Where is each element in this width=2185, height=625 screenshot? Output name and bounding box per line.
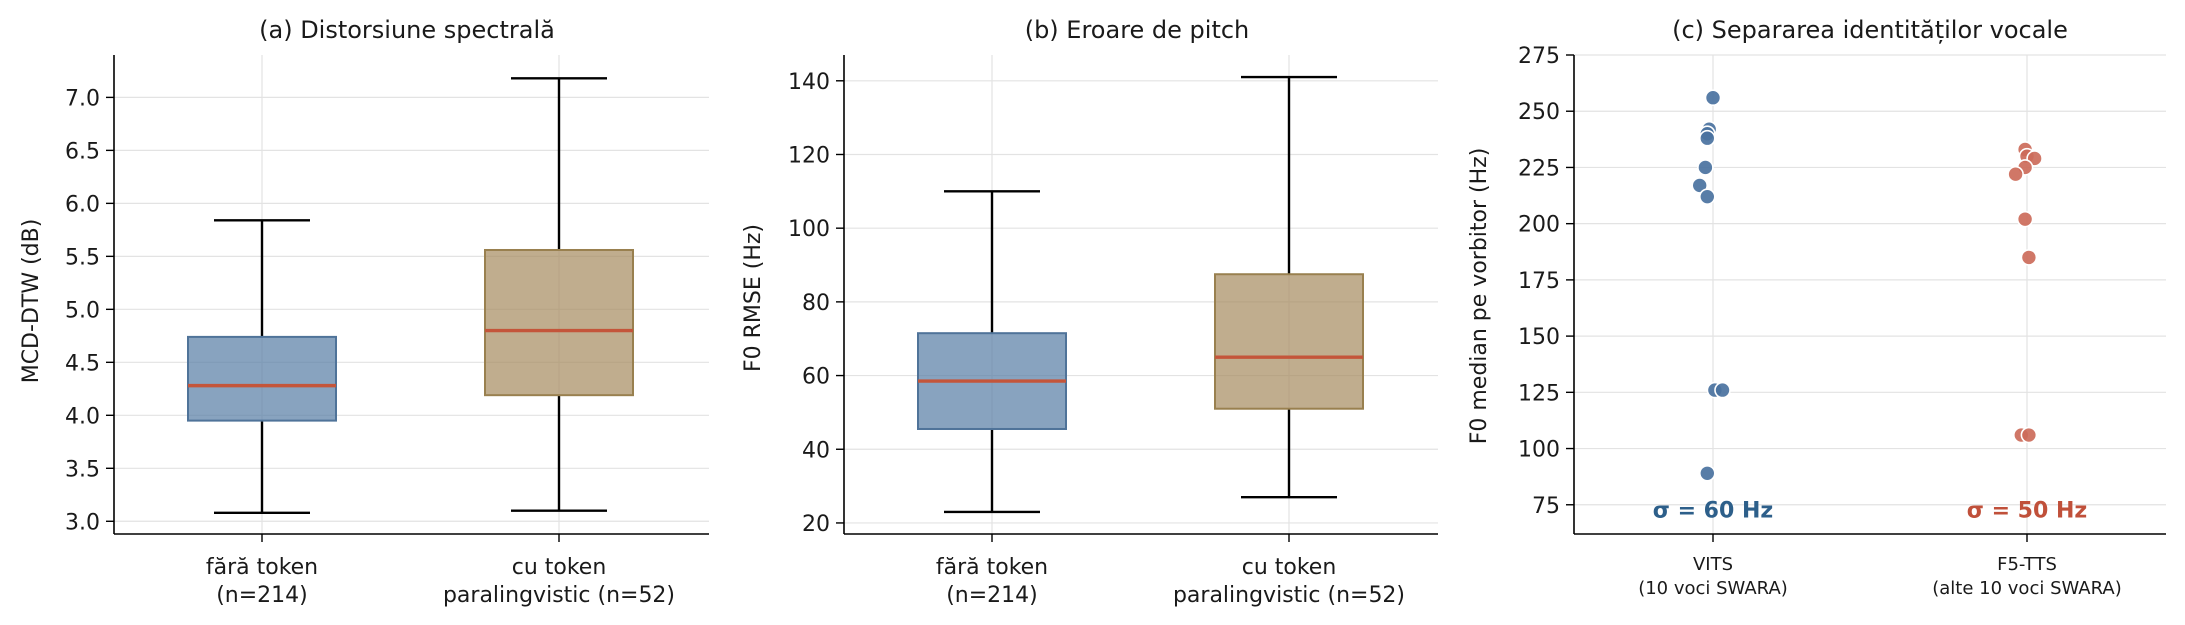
p0-ytick-label: 4.0	[65, 404, 100, 429]
p2-scatter-point	[1699, 464, 1716, 482]
p1-ytick-label: 80	[802, 291, 830, 316]
p0-xtick-label: cu token	[512, 555, 607, 580]
panel-b-ylabel: F0 RMSE (Hz)	[741, 224, 766, 372]
p2-ytick-label: 125	[1518, 381, 1560, 406]
p2-xtick-label: (alte 10 voci SWARA)	[1932, 578, 2121, 599]
p2-xtick-label: (10 voci SWARA)	[1638, 578, 1788, 599]
p1-ytick-label: 20	[802, 512, 830, 537]
p1-xtick-label: (n=214)	[946, 583, 1038, 608]
p1-ytick-label: 60	[802, 365, 830, 390]
p2-scatter-point	[1704, 89, 1722, 107]
panel-a-title: (a) Distorsiune spectrală	[259, 16, 555, 44]
panel-b-pitch-error: (b) Eroare de pitch F0 RMSE (Hz) 20 40 60 8…	[741, 16, 1438, 608]
p0-xtick-label: fără token	[206, 555, 318, 580]
p2-ytick-label: 150	[1518, 325, 1560, 350]
p2-ytick-label: 75	[1532, 494, 1560, 519]
p0-ytick-label: 3.0	[65, 510, 100, 535]
panel-a-distortion: (a) Distorsiune spectrală MCD-DTW (dB) 3…	[19, 16, 709, 608]
p0-ytick-label: 6.0	[65, 192, 100, 217]
p1-xtick-label: fără token	[936, 555, 1048, 580]
p1-ytick-label: 100	[788, 217, 830, 242]
p1-xtick-label: cu token	[1242, 555, 1337, 580]
panel-b-title: (b) Eroare de pitch	[1025, 16, 1250, 44]
p2-scatter-point	[2020, 249, 2038, 266]
p2-xtick-label: F5-TTS	[1997, 554, 2057, 575]
p0-ytick-label: 3.5	[65, 457, 100, 482]
p1-ytick-label: 120	[788, 143, 830, 168]
p2-scatter-point	[1699, 188, 1716, 205]
p2-ytick-label: 100	[1518, 438, 1560, 463]
p0-ytick-label: 7.0	[65, 86, 100, 111]
p0-ytick-label: 4.5	[65, 351, 100, 376]
panel-c-title: (c) Separarea identităților vocale	[1672, 16, 2068, 44]
panel-a-ylabel: MCD-DTW (dB)	[19, 219, 44, 384]
panel-c-ylabel: F0 median pe vorbitor (Hz)	[1467, 148, 1492, 445]
p2-scatter-point	[1699, 129, 1716, 147]
p0-xtick-label: paralingvistic (n=52)	[443, 583, 675, 608]
p0-ytick-label: 5.5	[65, 245, 100, 270]
p2-scatter-point	[1691, 177, 1708, 194]
p0-box	[484, 248, 634, 397]
p2-ytick-label: 175	[1518, 269, 1560, 294]
p2-scatter-point	[2007, 165, 2024, 183]
p1-box	[1214, 273, 1364, 410]
p0-ytick-label: 6.5	[65, 139, 100, 164]
p2-xtick-label: VITS	[1693, 554, 1733, 575]
p0-xtick-label: (n=214)	[216, 583, 308, 608]
p2-scatter-point	[1714, 381, 1731, 399]
p2-sigma-annotation: σ = 60 Hz	[1653, 498, 1773, 523]
p1-xtick-label: paralingvistic (n=52)	[1173, 583, 1405, 608]
p2-ytick-label: 275	[1518, 44, 1560, 69]
panel-c-voice-identity: (c) Separarea identităților vocale F0 me…	[1467, 16, 2166, 599]
p1-ytick-label: 40	[802, 438, 830, 463]
p2-ytick-label: 225	[1518, 156, 1560, 181]
p2-ytick-label: 250	[1518, 100, 1560, 125]
p2-scatter-point	[2020, 426, 2038, 444]
p2-scatter-point	[2016, 210, 2034, 228]
p0-box	[187, 335, 337, 422]
p2-ytick-label: 200	[1518, 213, 1560, 238]
p2-scatter-point	[1697, 159, 1714, 176]
p0-ytick-label: 5.0	[65, 298, 100, 323]
p1-ytick-label: 140	[788, 70, 830, 95]
p2-sigma-annotation: σ = 50 Hz	[1967, 498, 2087, 523]
